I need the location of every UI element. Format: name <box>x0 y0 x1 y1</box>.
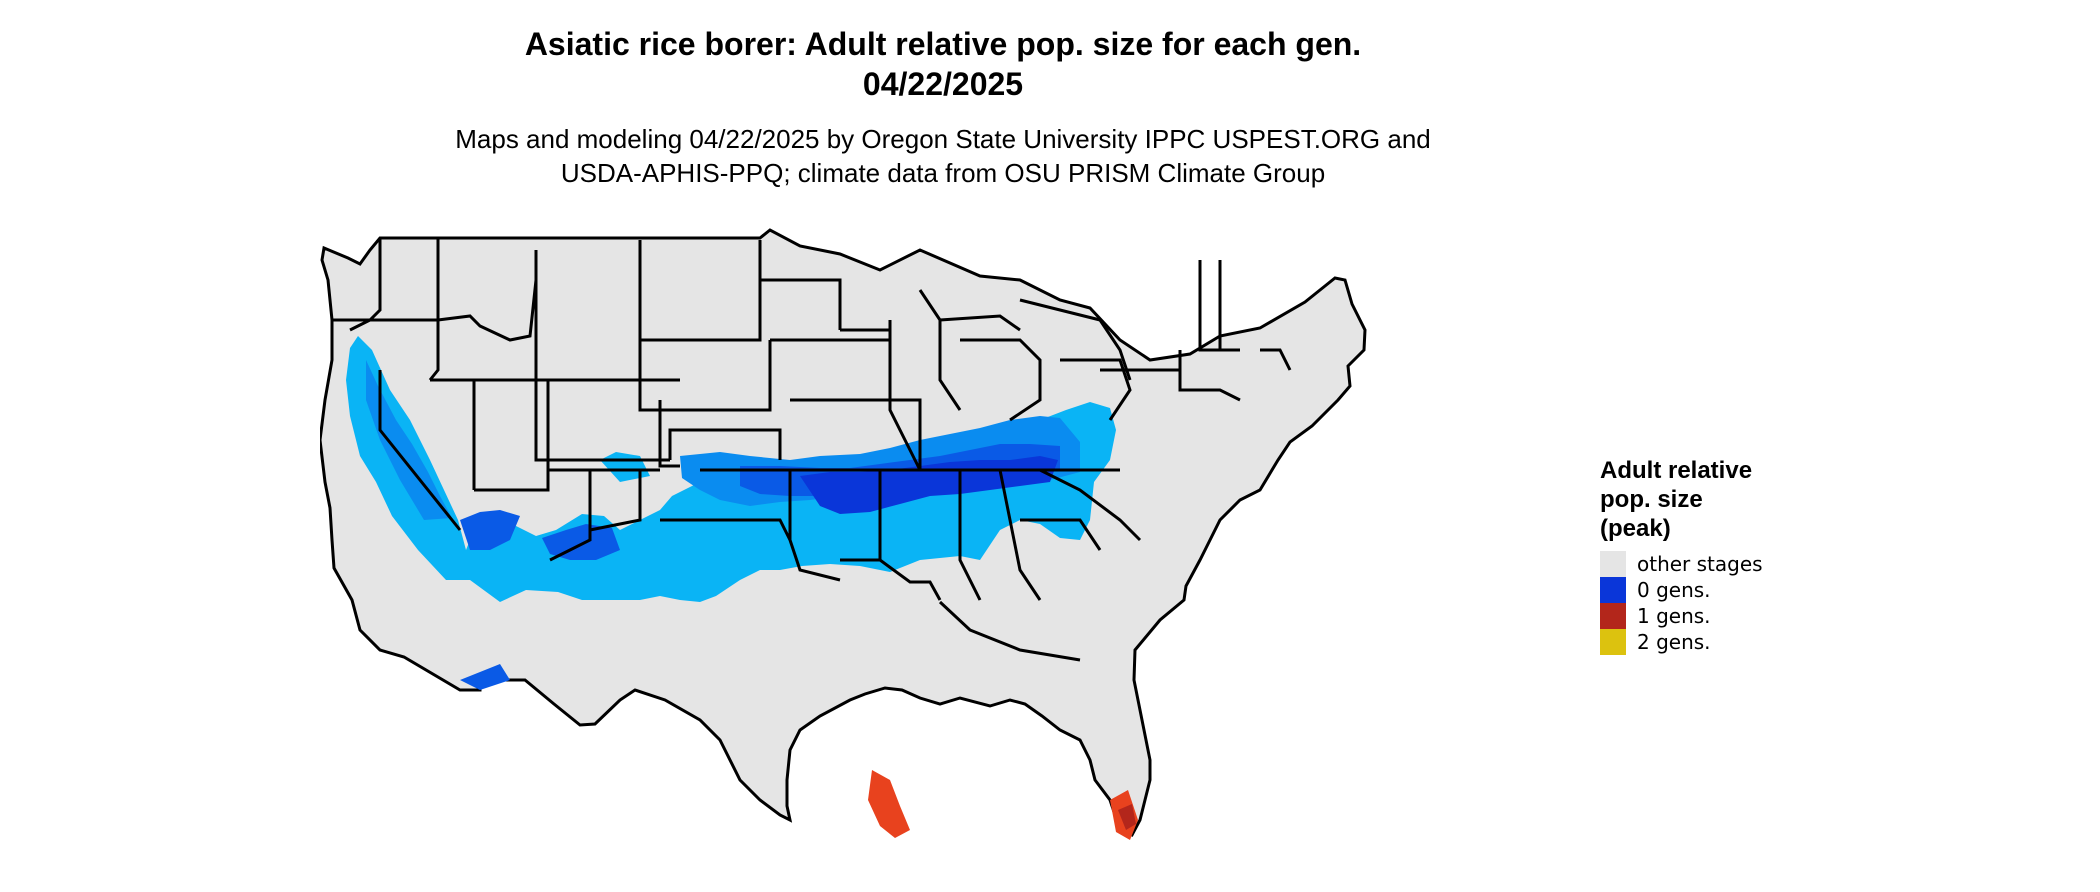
state-borders <box>332 238 1292 662</box>
us-map <box>320 228 1367 840</box>
subtitle-line-2: USDA-APHIS-PPQ; climate data from OSU PR… <box>560 158 1326 188</box>
legend-item-other-stages: other stages <box>1600 551 1790 577</box>
legend-swatch <box>1600 603 1626 629</box>
title-line-2: 04/22/2025 <box>862 66 1024 102</box>
legend-item-0-gens: 0 gens. <box>1600 577 1790 603</box>
legend-item-1-gens: 1 gens. <box>1600 603 1790 629</box>
legend-label: 0 gens. <box>1637 578 1711 602</box>
legend-item-2-gens: 2 gens. <box>1600 629 1790 655</box>
legend-title-line: (peak) <box>1600 515 1671 542</box>
legend-swatch <box>1600 551 1626 577</box>
legend-swatch <box>1600 577 1626 603</box>
map-subtitle: Maps and modeling 04/22/2025 by Oregon S… <box>0 122 1886 190</box>
map-title: Asiatic rice borer: Adult relative pop. … <box>0 24 1886 104</box>
title-line-1: Asiatic rice borer: Adult relative pop. … <box>524 26 1362 62</box>
legend-title-line: pop. size <box>1600 486 1703 513</box>
legend-label: 2 gens. <box>1637 630 1711 654</box>
subtitle-line-1: Maps and modeling 04/22/2025 by Oregon S… <box>455 124 1431 154</box>
legend: Adult relative pop. size (peak) other st… <box>1600 456 1790 655</box>
legend-title: Adult relative pop. size (peak) <box>1600 456 1790 543</box>
legend-label: other stages <box>1637 552 1763 576</box>
legend-swatch <box>1600 629 1626 655</box>
legend-label: 1 gens. <box>1637 604 1711 628</box>
legend-title-line: Adult relative <box>1600 457 1753 484</box>
legend-items: other stages 0 gens. 1 gens. 2 gens. <box>1600 551 1790 655</box>
